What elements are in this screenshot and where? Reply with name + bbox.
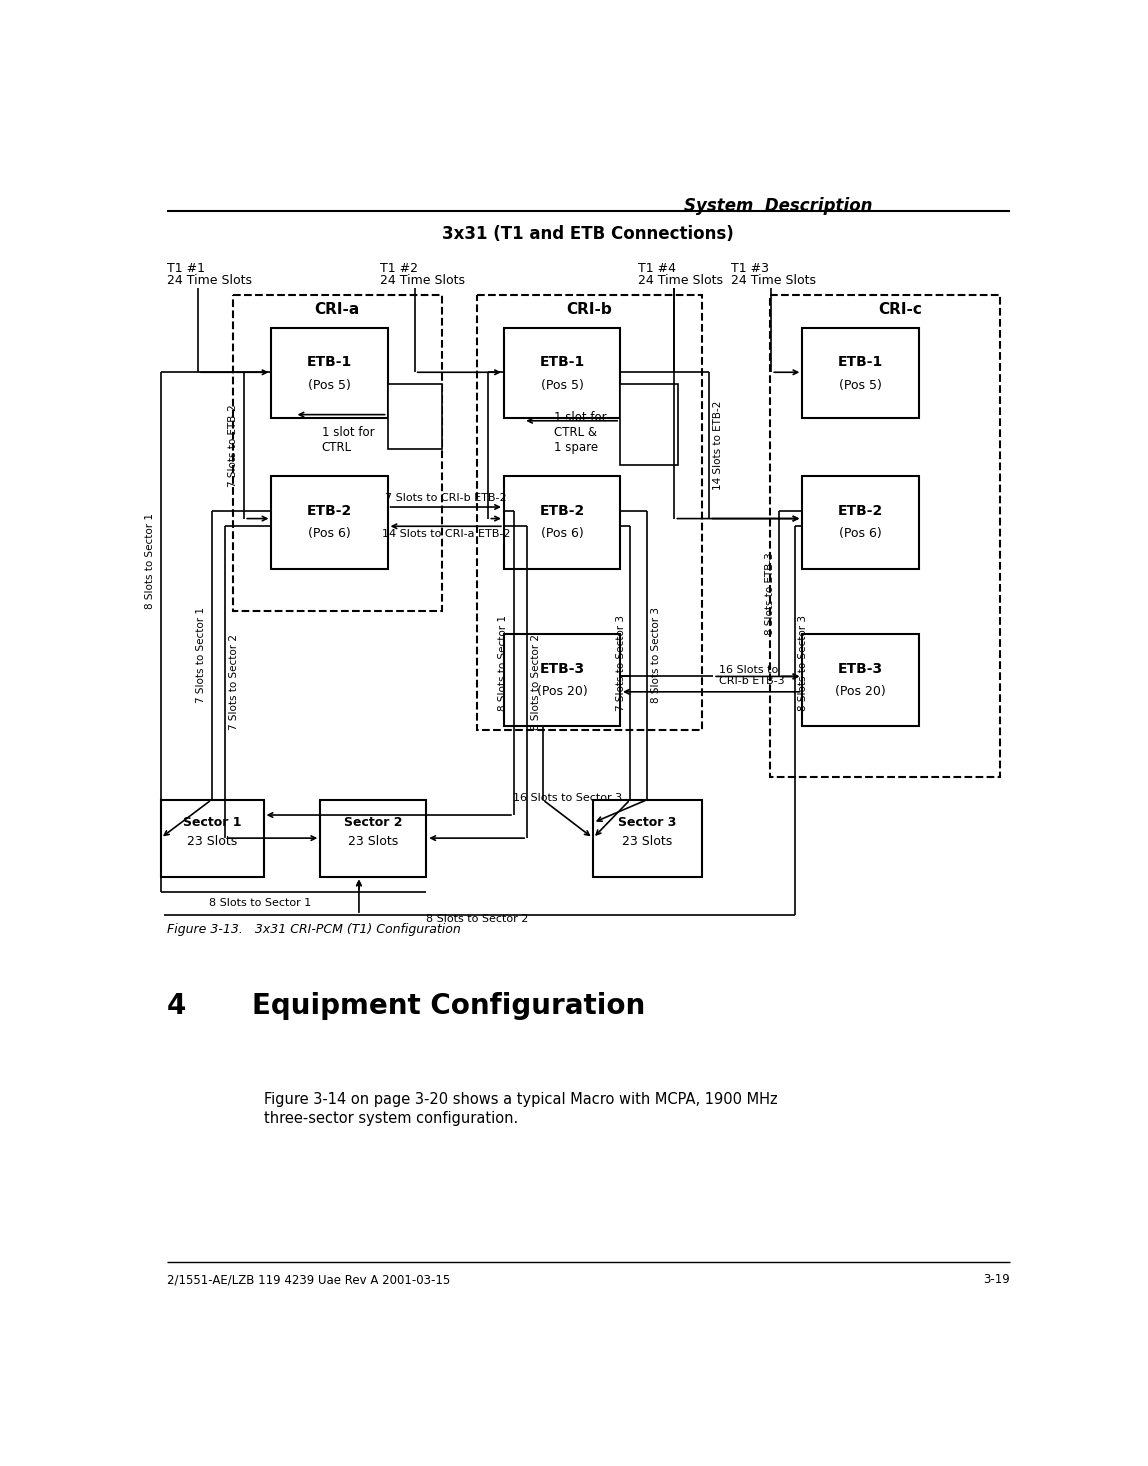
Text: 8 Slots to Sector 3: 8 Slots to Sector 3 bbox=[651, 607, 661, 702]
Text: Figure 3-13.   3x31 CRI-PCM (T1) Configuration: Figure 3-13. 3x31 CRI-PCM (T1) Configura… bbox=[166, 922, 460, 935]
Text: Sector 2: Sector 2 bbox=[344, 817, 403, 830]
Text: 16 Slots to Sector 3: 16 Slots to Sector 3 bbox=[513, 793, 622, 803]
Text: 7 Slots to Sector 2: 7 Slots to Sector 2 bbox=[228, 633, 239, 730]
Text: (Pos 5): (Pos 5) bbox=[839, 378, 882, 391]
Text: 1 slot for
CTRL &
1 spare: 1 slot for CTRL & 1 spare bbox=[554, 410, 607, 454]
Text: 16 Slots to
CRI-b ETB-3: 16 Slots to CRI-b ETB-3 bbox=[719, 664, 784, 686]
Text: 8 Slots to Sector 3: 8 Slots to Sector 3 bbox=[798, 614, 808, 711]
Bar bbox=[476, 295, 701, 730]
Text: 24 Time Slots: 24 Time Slots bbox=[166, 274, 251, 287]
Bar bbox=[802, 327, 918, 418]
Text: 24 Time Slots: 24 Time Slots bbox=[731, 274, 816, 287]
Text: (Pos 5): (Pos 5) bbox=[541, 378, 583, 391]
Text: 8 Slots to Sector 1: 8 Slots to Sector 1 bbox=[209, 899, 311, 907]
Text: T1 #3: T1 #3 bbox=[731, 262, 769, 276]
Bar bbox=[802, 635, 918, 727]
Text: T1 #2: T1 #2 bbox=[380, 262, 418, 276]
Bar bbox=[320, 799, 426, 877]
Bar bbox=[271, 476, 388, 569]
Text: ETB-2: ETB-2 bbox=[307, 504, 352, 517]
Text: Sector 3: Sector 3 bbox=[618, 817, 676, 830]
Text: CRI-b: CRI-b bbox=[566, 302, 612, 317]
Text: 23 Slots: 23 Slots bbox=[622, 836, 673, 849]
Text: (Pos 6): (Pos 6) bbox=[541, 528, 583, 541]
Bar bbox=[271, 327, 388, 418]
Text: ETB-2: ETB-2 bbox=[838, 504, 883, 517]
Text: three-sector system configuration.: three-sector system configuration. bbox=[264, 1111, 518, 1126]
Text: 24 Time Slots: 24 Time Slots bbox=[380, 274, 465, 287]
Text: 7 Slots to CRI-b ETB-2: 7 Slots to CRI-b ETB-2 bbox=[385, 493, 506, 503]
Text: 7 Slots to Sector 1: 7 Slots to Sector 1 bbox=[195, 607, 205, 702]
Text: ETB-1: ETB-1 bbox=[540, 355, 584, 369]
Bar bbox=[388, 384, 442, 449]
Bar bbox=[504, 327, 620, 418]
Text: ETB-1: ETB-1 bbox=[838, 355, 883, 369]
Text: 8 Slots to ETB-3: 8 Slots to ETB-3 bbox=[765, 551, 775, 635]
Text: 8 Slots to Sector 1: 8 Slots to Sector 1 bbox=[145, 513, 155, 608]
Bar bbox=[504, 476, 620, 569]
Text: 4: 4 bbox=[166, 992, 186, 1020]
Bar bbox=[504, 635, 620, 727]
Text: System  Description: System Description bbox=[683, 198, 872, 216]
Text: ETB-3: ETB-3 bbox=[540, 661, 584, 676]
Text: Figure 3-14 on page 3-20 shows a typical Macro with MCPA, 1900 MHz: Figure 3-14 on page 3-20 shows a typical… bbox=[264, 1092, 777, 1107]
Bar bbox=[594, 799, 701, 877]
Text: (Pos 20): (Pos 20) bbox=[835, 685, 886, 698]
Text: 7 Slots to Sector 3: 7 Slots to Sector 3 bbox=[616, 614, 627, 711]
Text: 23 Slots: 23 Slots bbox=[348, 836, 398, 849]
Text: (Pos 5): (Pos 5) bbox=[308, 378, 351, 391]
Bar bbox=[233, 295, 442, 611]
Bar bbox=[769, 295, 1000, 777]
Text: 3x31 (T1 and ETB Connections): 3x31 (T1 and ETB Connections) bbox=[442, 224, 735, 243]
Text: 14 Slots to CRI-a ETB-2: 14 Slots to CRI-a ETB-2 bbox=[381, 529, 510, 538]
Text: 8 Slots to Sector 2: 8 Slots to Sector 2 bbox=[532, 633, 541, 730]
Text: ETB-1: ETB-1 bbox=[307, 355, 352, 369]
Text: 8 Slots to Sector 1: 8 Slots to Sector 1 bbox=[498, 614, 507, 711]
Text: (Pos 20): (Pos 20) bbox=[536, 685, 588, 698]
Text: 2/1551-AE/LZB 119 4239 Uae Rev A 2001-03-15: 2/1551-AE/LZB 119 4239 Uae Rev A 2001-03… bbox=[166, 1272, 450, 1286]
Text: Sector 1: Sector 1 bbox=[183, 817, 241, 830]
Text: CRI-c: CRI-c bbox=[878, 302, 922, 317]
Text: 7 Slots to ETB-2: 7 Slots to ETB-2 bbox=[227, 405, 238, 487]
Text: T1 #4: T1 #4 bbox=[638, 262, 676, 276]
Bar bbox=[161, 799, 264, 877]
Text: ETB-3: ETB-3 bbox=[838, 661, 883, 676]
Text: 3-19: 3-19 bbox=[983, 1272, 1010, 1286]
Text: (Pos 6): (Pos 6) bbox=[308, 528, 351, 541]
Text: 8 Slots to Sector 2: 8 Slots to Sector 2 bbox=[426, 913, 529, 924]
Text: 23 Slots: 23 Slots bbox=[187, 836, 238, 849]
Text: 24 Time Slots: 24 Time Slots bbox=[638, 274, 723, 287]
Bar bbox=[620, 384, 678, 465]
Text: (Pos 6): (Pos 6) bbox=[839, 528, 882, 541]
Text: 1 slot for
CTRL: 1 slot for CTRL bbox=[321, 427, 374, 454]
Bar bbox=[802, 476, 918, 569]
Text: T1 #1: T1 #1 bbox=[166, 262, 204, 276]
Text: Equipment Configuration: Equipment Configuration bbox=[253, 992, 645, 1020]
Text: ETB-2: ETB-2 bbox=[540, 504, 584, 517]
Text: CRI-a: CRI-a bbox=[315, 302, 359, 317]
Text: 14 Slots to ETB-2: 14 Slots to ETB-2 bbox=[713, 400, 723, 490]
